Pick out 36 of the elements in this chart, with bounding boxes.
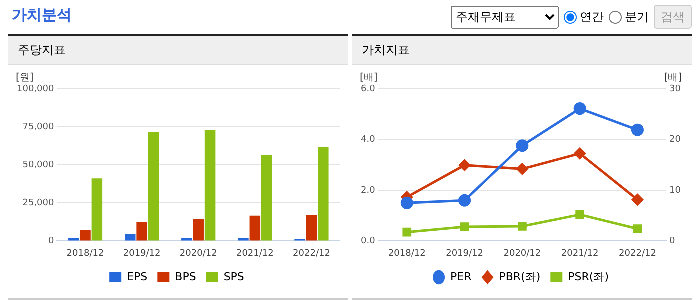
legend-label: EPS — [127, 270, 148, 284]
legend-label: PSR(좌) — [568, 270, 609, 284]
y-tick-label: 4.0 — [360, 135, 376, 146]
y-axis-title: [원] — [16, 72, 34, 84]
x-tick-label: 2022/12 — [293, 248, 330, 259]
y-tick-label: 2.0 — [360, 186, 376, 196]
y2-tick-label: 10 — [670, 186, 682, 196]
x-tick-label: 2019/12 — [123, 248, 161, 259]
y-tick-label: 100,000 — [17, 84, 54, 94]
x-tick-label: 2020/12 — [504, 248, 542, 259]
y-tick-label: 50,000 — [22, 160, 54, 170]
y-tick-label: 6.0 — [360, 84, 376, 94]
x-tick-label: 2021/12 — [236, 248, 274, 259]
legend-label: PER — [450, 270, 472, 284]
legend-label: SPS — [224, 270, 244, 284]
controls: 주재무제표 연간 분기 검색 — [451, 5, 692, 29]
y-tick-label: 75,000 — [22, 122, 54, 132]
y-tick-label: 25,000 — [22, 198, 54, 208]
x-tick-label: 2019/12 — [446, 248, 484, 259]
legend-label: BPS — [175, 270, 196, 284]
y-tick-label: 0 — [48, 236, 54, 247]
text: 가치분석 — [12, 6, 72, 25]
chart-title: 주당지표 — [8, 36, 348, 65]
y2-tick-label: 0 — [670, 236, 676, 247]
y-tick-label: 0.0 — [360, 236, 376, 247]
x-tick-label: 2020/12 — [180, 248, 218, 259]
y-axis-title: [배] — [360, 72, 378, 84]
x-tick-label: 2021/12 — [561, 248, 599, 259]
y2-tick-label: 20 — [670, 135, 682, 146]
y2-axis-title: [배] — [664, 72, 682, 84]
y2-tick-label: 30 — [670, 84, 682, 94]
x-tick-label: 2022/12 — [619, 248, 656, 259]
legend-label: PBR(좌) — [499, 270, 541, 284]
chart-title: 가치지표 — [352, 36, 692, 65]
x-tick-label: 2018/12 — [388, 248, 426, 259]
x-tick-label: 2018/12 — [66, 248, 104, 259]
